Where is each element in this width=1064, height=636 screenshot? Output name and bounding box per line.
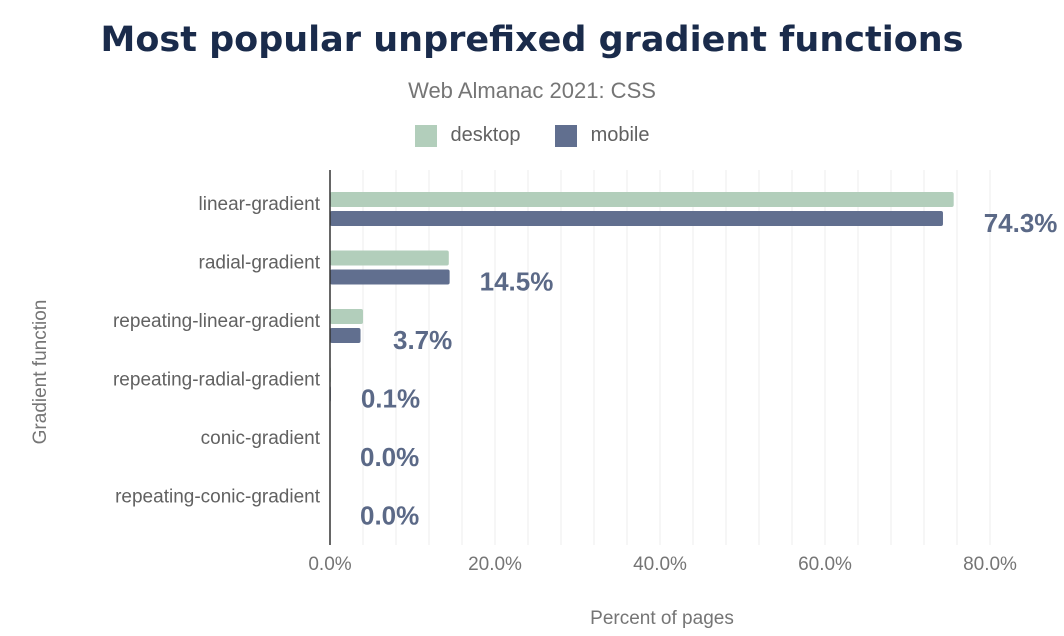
bar-desktop[interactable]	[330, 309, 363, 324]
bar-desktop[interactable]	[330, 250, 449, 266]
x-tick-label: 40.0%	[633, 554, 687, 575]
bar-mobile[interactable]	[330, 211, 943, 226]
category-label: linear-gradient	[199, 194, 321, 215]
data-label: 0.0%	[360, 442, 419, 472]
category-labels: linear-gradient radial-gradient repeating-…	[113, 194, 321, 508]
x-tick-labels: 0.0% 20.0% 40.0% 60.0% 80.0%	[308, 554, 1017, 575]
category-label: radial-gradient	[199, 253, 321, 274]
chart-title: Most popular unprefixed gradient functio…	[100, 20, 964, 60]
legend-item-desktop[interactable]: desktop	[414, 124, 521, 147]
bars	[330, 192, 954, 402]
gridlines	[362, 170, 991, 545]
data-label: 74.3%	[984, 208, 1058, 238]
x-tick-label: 60.0%	[798, 554, 852, 575]
data-labels: 74.3% 14.5% 3.7% 0.1% 0.0% 0.0%	[360, 208, 1057, 531]
x-tick-label: 80.0%	[963, 554, 1017, 575]
data-label: 0.0%	[360, 501, 419, 531]
y-axis-title: Gradient function	[30, 300, 51, 445]
x-tick-label: 20.0%	[468, 554, 522, 575]
data-label: 14.5%	[480, 267, 554, 297]
legend-swatch-mobile	[554, 124, 577, 147]
category-label: conic-gradient	[201, 428, 321, 449]
category-label: repeating-conic-gradient	[115, 487, 321, 508]
chart-subtitle: Web Almanac 2021: CSS	[408, 78, 656, 103]
bar-mobile[interactable]	[330, 328, 361, 343]
bar-mobile[interactable]	[330, 269, 450, 285]
bar-desktop[interactable]	[330, 192, 954, 207]
legend: desktop mobile	[0, 124, 1064, 147]
data-label: 3.7%	[393, 325, 452, 355]
category-label: repeating-linear-gradient	[113, 311, 321, 332]
data-label: 0.1%	[361, 384, 420, 414]
legend-label-desktop: desktop	[450, 124, 521, 146]
legend-item-mobile[interactable]: mobile	[554, 124, 650, 147]
legend-swatch-desktop	[414, 124, 437, 147]
category-label: repeating-radial-gradient	[113, 370, 321, 391]
x-tick-label: 0.0%	[308, 554, 351, 575]
legend-label-mobile: mobile	[590, 124, 650, 146]
x-axis-title: Percent of pages	[590, 608, 734, 629]
